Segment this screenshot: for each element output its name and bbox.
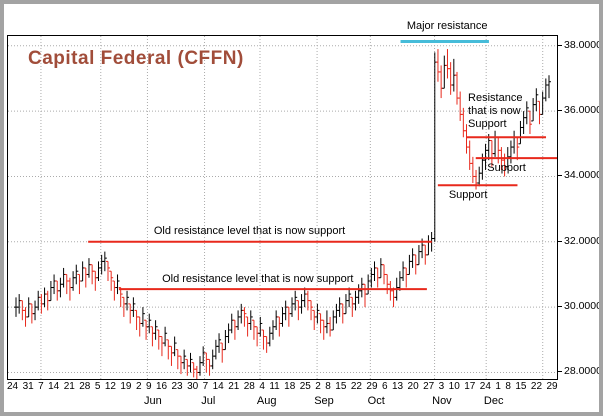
y-tick-label: 32.0000	[564, 234, 602, 247]
x-tick-label: 19	[120, 381, 132, 392]
x-tick-label: 20	[407, 381, 419, 392]
x-axis-week-labels: 24 31 7 14 21 28 5 12 19 2 9 16 23 30 7 14 21 28 4 11 18 25 2 8…	[7, 381, 558, 393]
x-month-label: Aug	[256, 395, 277, 407]
x-tick-label: 8	[325, 381, 331, 392]
y-tick-mark	[557, 110, 562, 112]
x-tick-label: 2	[135, 381, 142, 392]
x-month-label: Dec	[483, 395, 504, 407]
x-tick-label: 9	[145, 381, 152, 392]
x-tick-label: 24	[479, 381, 491, 392]
x-tick-label: 7	[202, 381, 209, 392]
x-month-label: Jul	[201, 395, 216, 407]
x-tick-label: 7	[38, 381, 44, 392]
x-tick-label: 21	[63, 381, 75, 392]
x-tick-label: 23	[171, 381, 183, 392]
x-tick-label: 21	[228, 381, 240, 392]
y-tick-mark	[557, 240, 562, 242]
x-tick-label: 28	[243, 381, 255, 392]
x-tick-label: 24	[7, 381, 19, 392]
x-tick-label: 5	[94, 381, 101, 392]
x-tick-label: 22	[530, 381, 543, 392]
x-tick-label: 30	[187, 381, 199, 392]
x-tick-label: 10	[448, 381, 460, 392]
x-month-label: Oct	[367, 395, 385, 407]
y-tick-label: 38.0000	[564, 38, 602, 51]
y-tick-label: 34.0000	[564, 169, 602, 182]
x-tick-label: 15	[335, 381, 347, 392]
x-tick-label: 11	[269, 381, 280, 392]
x-tick-label: 18	[284, 381, 296, 392]
x-tick-label: 13	[391, 381, 404, 392]
x-tick-label: 31	[22, 381, 34, 392]
x-axis-month-labels: Jun Jul Aug Sep Oct Nov Dec	[7, 395, 558, 408]
y-tick-mark	[557, 175, 562, 177]
x-tick-label: 6	[381, 381, 388, 392]
x-tick-label: 29	[366, 381, 378, 392]
x-tick-label: 1	[495, 381, 501, 392]
x-tick-label: 12	[104, 381, 116, 392]
x-tick-label: 15	[515, 381, 527, 392]
y-tick-label: 36.0000	[564, 104, 602, 117]
price-plot-svg	[8, 36, 557, 379]
chart-canvas: Capital Federal (CFFN) Major resistance R…	[4, 4, 599, 412]
x-month-label: Sep	[314, 395, 334, 407]
y-tick-mark	[557, 44, 562, 46]
y-tick-label: 30.0000	[564, 300, 602, 313]
x-tick-label: 29	[546, 381, 558, 392]
x-tick-label: 14	[48, 381, 60, 392]
x-tick-label: 28	[79, 381, 91, 392]
x-tick-label: 14	[212, 381, 224, 392]
y-tick-mark	[557, 306, 562, 308]
y-tick-label: 28.0000	[564, 365, 602, 378]
y-axis: 38.0000 36.0000 34.0000 32.0000 30.0000 28.00…	[4, 4, 599, 412]
x-tick-label: 16	[155, 381, 168, 392]
x-tick-label: 25	[299, 381, 311, 392]
x-tick-label: 2	[315, 381, 321, 392]
chart-title: Capital Federal (CFFN)	[28, 48, 244, 69]
x-month-label: Nov	[432, 395, 452, 407]
x-tick-label: 4	[259, 381, 265, 392]
x-tick-label: 22	[350, 381, 362, 392]
x-tick-label: 8	[505, 381, 511, 392]
x-tick-label: 17	[464, 381, 476, 392]
x-tick-label: 3	[438, 381, 445, 392]
x-tick-label: 27	[423, 381, 435, 392]
y-tick-mark	[557, 371, 562, 373]
x-month-label: Jun	[143, 395, 162, 407]
